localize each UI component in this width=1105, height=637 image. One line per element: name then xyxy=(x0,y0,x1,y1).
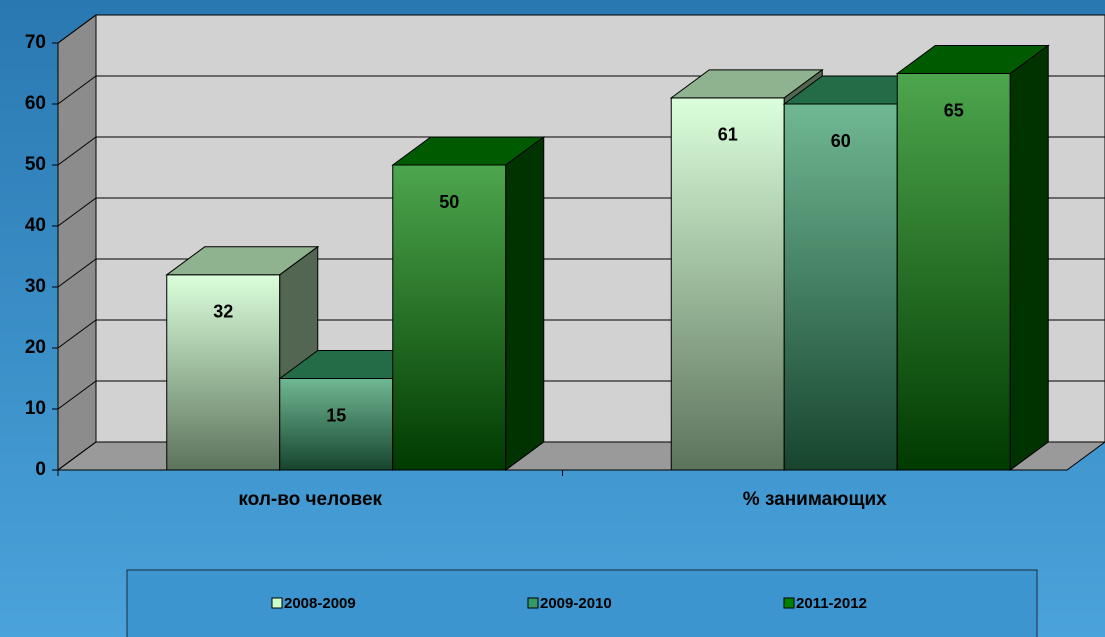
bar xyxy=(783,103,898,471)
x-tick-label: кол-во человек xyxy=(238,489,382,510)
bar xyxy=(166,274,281,471)
data-label: 61 xyxy=(718,125,738,145)
bar xyxy=(392,164,507,471)
data-label: 15 xyxy=(326,405,346,425)
y-tick-label: 30 xyxy=(25,276,46,297)
legend-swatch xyxy=(783,597,795,609)
bar xyxy=(279,378,394,471)
data-label: 65 xyxy=(944,100,964,120)
grid-line xyxy=(57,14,1105,44)
bar-side xyxy=(505,136,545,471)
y-tick-label: 10 xyxy=(25,398,46,419)
bar xyxy=(896,73,1011,471)
data-label: 60 xyxy=(831,131,851,151)
y-tick-label: 70 xyxy=(25,32,46,53)
legend-label: 2009-2010 xyxy=(540,595,612,612)
side-wall xyxy=(57,14,97,471)
legend-swatch xyxy=(271,597,283,609)
legend-label: 2011-2012 xyxy=(796,595,867,612)
legend-label: 2008-2009 xyxy=(284,595,356,612)
y-tick-label: 0 xyxy=(35,459,46,480)
bar xyxy=(670,97,785,471)
y-tick-label: 60 xyxy=(25,93,46,114)
legend-swatch xyxy=(527,597,539,609)
data-label: 32 xyxy=(213,302,233,322)
data-label: 50 xyxy=(439,192,459,212)
y-tick-label: 50 xyxy=(25,154,46,175)
x-tick-label: % занимающих xyxy=(743,489,887,510)
bar-side xyxy=(1009,44,1049,471)
y-tick-label: 20 xyxy=(25,337,46,358)
y-tick-label: 40 xyxy=(25,215,46,236)
